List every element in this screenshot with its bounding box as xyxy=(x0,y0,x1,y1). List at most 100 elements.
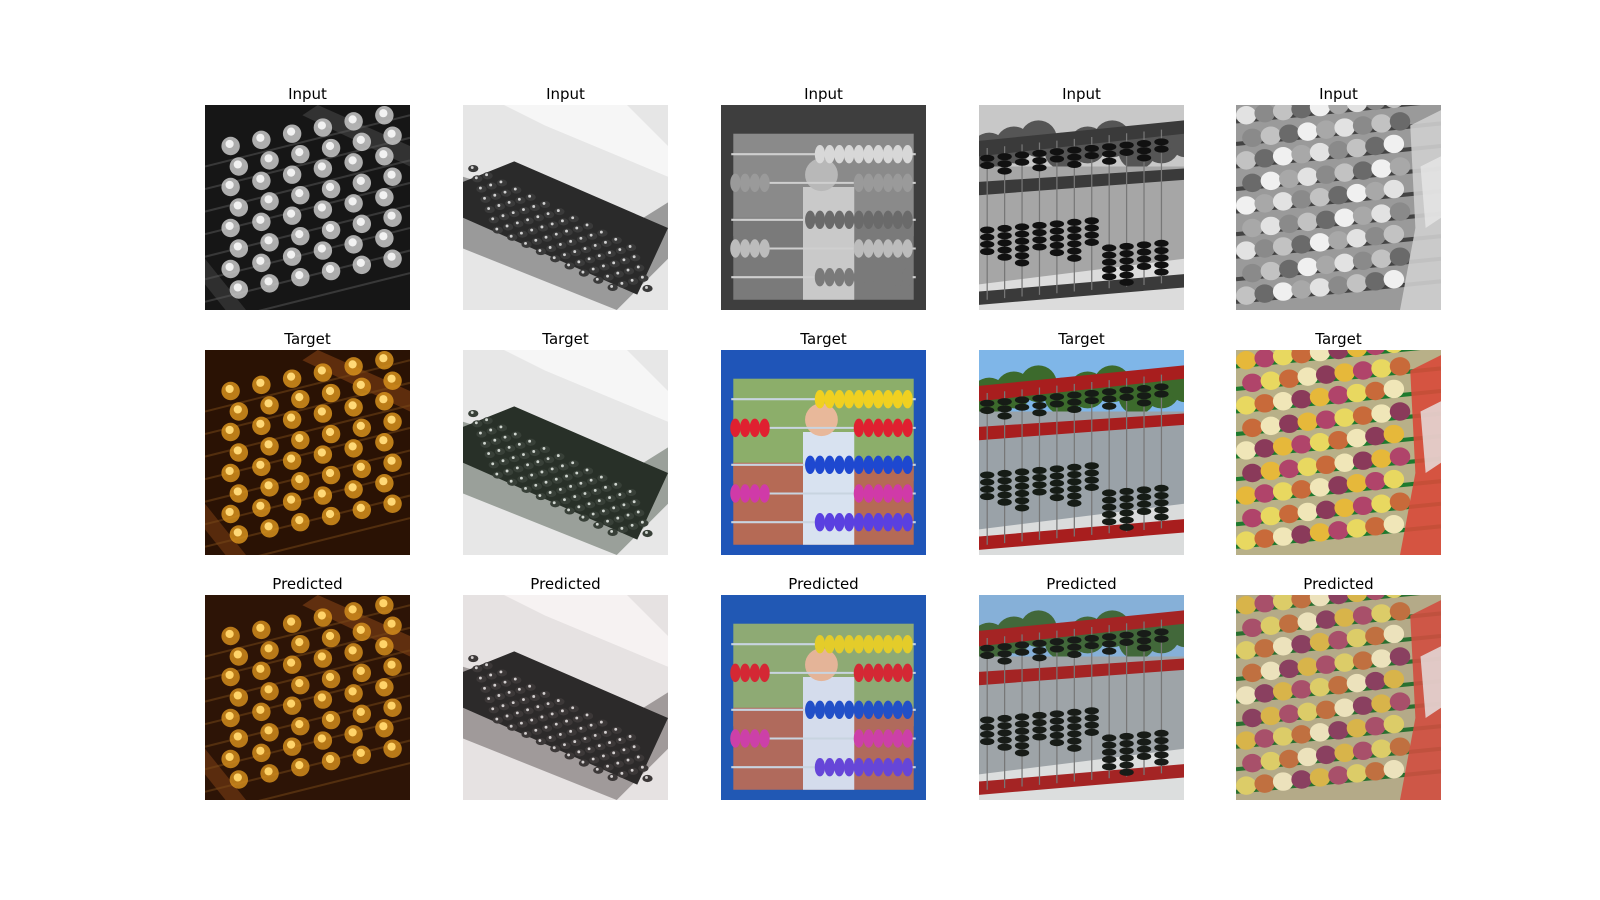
panel-input-1: Input xyxy=(205,83,410,310)
abacus-bead xyxy=(1291,634,1312,654)
abacus-bead xyxy=(1049,148,1065,156)
abacus-bead xyxy=(603,763,614,771)
abacus-bead xyxy=(509,455,520,463)
abacus-bead xyxy=(531,237,542,245)
bead-highlight xyxy=(587,502,591,506)
abacus-bead xyxy=(1383,270,1405,289)
bead-highlight xyxy=(256,460,265,469)
abacus-bead xyxy=(1136,486,1152,494)
abacus-bead xyxy=(1346,274,1368,293)
bead-highlight xyxy=(487,452,491,455)
abacus-bead xyxy=(1328,276,1349,295)
abacus-rod xyxy=(258,517,410,555)
abacus-bead xyxy=(892,389,903,409)
paper-sheet xyxy=(504,595,668,667)
bead-highlight xyxy=(295,393,304,402)
bead-highlight xyxy=(636,510,640,514)
panel-title: Input xyxy=(1062,85,1101,103)
abacus-bead xyxy=(1136,384,1152,393)
abacus-bead xyxy=(1102,143,1117,151)
abacus-bead xyxy=(611,726,622,734)
abacus-bead xyxy=(1389,737,1411,756)
abacus-bead xyxy=(1365,626,1386,646)
bead-highlight xyxy=(593,733,597,737)
abacus-bead xyxy=(507,233,518,241)
bead-highlight xyxy=(528,439,532,443)
bead-highlight xyxy=(573,495,577,499)
abacus-bead xyxy=(570,494,581,502)
bead-highlight xyxy=(491,217,495,221)
bead-highlight xyxy=(579,236,583,240)
abacus-bead xyxy=(634,754,645,762)
bead-highlight xyxy=(591,757,595,761)
bead-highlight xyxy=(225,752,234,762)
bead-highlight xyxy=(379,150,388,159)
abacus-bead xyxy=(587,722,598,730)
abacus-bead xyxy=(552,476,563,484)
bead-highlight xyxy=(550,467,554,471)
abacus-bead xyxy=(554,453,565,461)
bead-highlight xyxy=(225,629,234,639)
abacus-bead xyxy=(607,773,618,782)
abacus-bead xyxy=(1032,401,1047,410)
abacus-bead xyxy=(490,192,501,200)
abacus-bead xyxy=(1067,254,1082,262)
abacus-bead xyxy=(609,260,620,268)
abacus-bead xyxy=(572,225,583,233)
bead-highlight xyxy=(348,401,357,410)
abacus-image xyxy=(979,105,1184,310)
abacus-bead xyxy=(548,466,559,474)
abacus-bead xyxy=(892,484,903,503)
abacus-bead xyxy=(1242,128,1263,148)
bead-highlight xyxy=(515,221,519,225)
abacus-bead xyxy=(1119,740,1134,748)
bead-highlight xyxy=(534,728,538,732)
abacus-bead xyxy=(834,267,845,287)
abacus-bead xyxy=(634,264,645,272)
abacus-bead xyxy=(1084,144,1099,153)
child-head xyxy=(805,648,838,682)
abacus-bead xyxy=(558,708,569,716)
bead-highlight xyxy=(595,522,599,526)
abacus-bead xyxy=(873,418,884,438)
abacus-bead xyxy=(554,698,565,706)
bead-highlight xyxy=(524,486,527,490)
abacus-bead xyxy=(574,749,585,757)
bead-highlight xyxy=(522,453,525,456)
abacus-bead xyxy=(1309,188,1331,207)
bead-highlight xyxy=(542,446,546,450)
abacus-bead xyxy=(1136,147,1152,155)
bead-highlight xyxy=(606,764,609,768)
abacus-bead xyxy=(730,663,741,683)
abacus-bead xyxy=(882,700,894,720)
bead-highlight xyxy=(597,499,601,503)
abacus-bead xyxy=(556,731,567,740)
abacus-bead xyxy=(1260,706,1282,726)
abacus-bead xyxy=(587,232,598,240)
abacus-bead xyxy=(892,512,903,532)
abacus-bead xyxy=(1102,748,1117,756)
bead-highlight xyxy=(556,209,560,213)
bead-highlight xyxy=(630,523,634,527)
bead-highlight xyxy=(287,699,296,708)
abacus-bead xyxy=(1049,645,1065,653)
abacus-bead xyxy=(980,716,995,724)
abacus-bead xyxy=(1242,373,1263,393)
bead-highlight xyxy=(513,432,517,436)
abacus-bead xyxy=(1383,224,1405,244)
abacus-bead xyxy=(1242,708,1263,728)
bead-highlight xyxy=(256,705,265,714)
abacus-bead xyxy=(605,740,616,748)
bead-highlight xyxy=(387,170,396,179)
abacus-bead xyxy=(496,424,508,432)
abacus-bead xyxy=(1272,282,1294,301)
bead-highlight xyxy=(287,127,296,136)
abacus-bead xyxy=(488,461,499,469)
abacus-bead xyxy=(1272,637,1294,656)
bead-highlight xyxy=(519,231,523,235)
abacus-bead xyxy=(630,744,641,752)
panel-title: Predicted xyxy=(1046,575,1117,593)
abacus-bead xyxy=(572,715,583,723)
abacus-bead xyxy=(623,267,635,275)
abacus-bead xyxy=(1136,752,1152,761)
